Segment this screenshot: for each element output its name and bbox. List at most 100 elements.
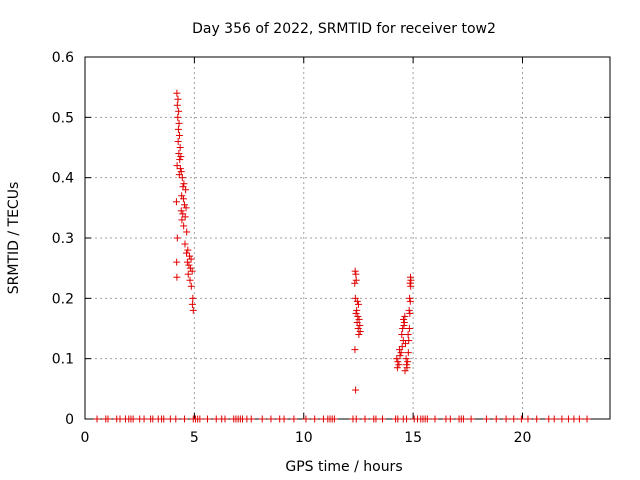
data-point [174, 137, 182, 145]
x-tick-label: 10 [295, 430, 313, 446]
data-point [397, 349, 405, 357]
data-point [174, 113, 182, 121]
data-point [583, 415, 591, 423]
data-point [482, 415, 490, 423]
data-point [181, 201, 189, 209]
data-point [183, 228, 191, 236]
data-point [188, 267, 196, 275]
data-point [533, 415, 541, 423]
data-point [174, 125, 182, 133]
data-point [394, 358, 402, 366]
data-point [398, 343, 406, 351]
data-point [372, 415, 380, 423]
data-point [402, 355, 410, 363]
data-point [178, 216, 186, 224]
data-point [404, 331, 412, 339]
data-point [401, 367, 409, 375]
data-point [93, 415, 101, 423]
data-point [517, 415, 525, 423]
data-point [258, 415, 266, 423]
data-point [510, 415, 518, 423]
data-point [173, 101, 181, 109]
data-point [172, 415, 180, 423]
data-point [172, 198, 180, 206]
data-point [352, 386, 360, 394]
data-point [404, 349, 412, 357]
data-point [204, 415, 211, 423]
data-point [403, 415, 411, 423]
data-point [173, 273, 181, 281]
y-tick-label: 0.4 [52, 171, 74, 187]
data-point [129, 415, 137, 423]
data-point [351, 267, 359, 275]
data-point [189, 306, 197, 314]
data-point [330, 415, 338, 423]
data-point [379, 415, 386, 423]
data-point [181, 213, 189, 221]
data-point [174, 95, 182, 103]
data-point [187, 255, 195, 263]
data-point [401, 312, 409, 320]
y-tick-label: 0.3 [52, 231, 74, 247]
x-tick-label: 15 [404, 430, 422, 446]
x-tick-label: 20 [514, 430, 532, 446]
data-points [93, 89, 591, 423]
data-point [396, 352, 404, 360]
data-point [221, 415, 229, 423]
data-point [393, 364, 401, 372]
data-point [575, 415, 583, 423]
data-point [399, 325, 407, 332]
data-point [361, 415, 369, 423]
data-point [406, 309, 414, 317]
data-point [354, 300, 362, 308]
data-point [407, 282, 415, 290]
data-point [405, 337, 413, 345]
data-point [186, 276, 194, 284]
data-point [176, 144, 184, 151]
data-point [446, 415, 454, 423]
data-point [184, 246, 192, 254]
data-point [459, 415, 467, 423]
y-tick-label: 0.2 [52, 291, 74, 307]
data-point [180, 180, 188, 188]
data-point [173, 258, 181, 266]
data-point [175, 119, 183, 127]
data-point [352, 415, 360, 423]
data-point [178, 174, 186, 182]
data-point [180, 222, 188, 230]
data-point [401, 340, 409, 348]
data-point [351, 279, 359, 287]
data-point [173, 162, 181, 170]
data-point [406, 279, 414, 287]
data-point [406, 297, 414, 305]
y-axis-label: SRMTID / TECUs [6, 182, 22, 295]
data-point [140, 415, 148, 423]
data-point [352, 309, 360, 317]
data-point [182, 186, 190, 194]
data-point [247, 415, 255, 423]
data-point [431, 415, 439, 423]
data-point [352, 276, 360, 284]
data-point [189, 294, 197, 302]
data-point [311, 415, 319, 423]
data-point [404, 358, 412, 366]
data-point [405, 325, 413, 332]
data-point [175, 171, 183, 179]
data-point [176, 165, 184, 173]
data-point [267, 415, 275, 423]
data-point [467, 415, 475, 423]
data-point [173, 234, 181, 242]
data-point [353, 306, 361, 314]
data-point [354, 312, 362, 320]
grid [85, 57, 610, 419]
y-tick-label: 0.6 [52, 50, 74, 66]
chart-title: Day 356 of 2022, SRMTID for receiver tow… [192, 21, 496, 37]
data-point [104, 415, 112, 423]
data-point [400, 315, 407, 323]
data-point [355, 331, 363, 339]
data-point [179, 195, 187, 203]
data-point [196, 415, 204, 423]
data-point [302, 415, 310, 423]
data-point [356, 321, 364, 329]
data-point [351, 346, 359, 354]
